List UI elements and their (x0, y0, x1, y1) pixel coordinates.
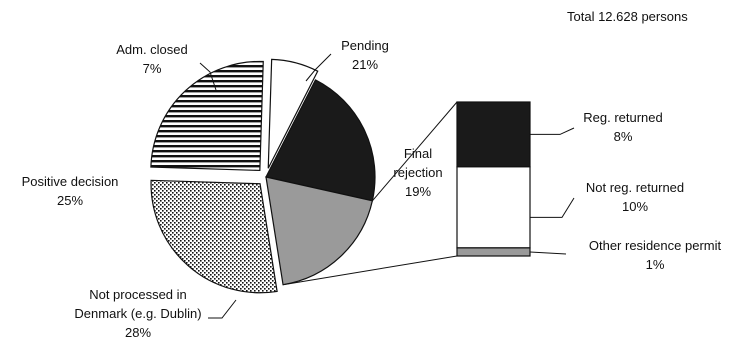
label-not-reg-returned: Not reg. returned 10% (586, 180, 684, 214)
breakdown-bar (456, 101, 531, 257)
leader-other-residence-permit (529, 251, 567, 255)
breakdown-connectors (283, 101, 458, 286)
leader-not-reg-returned (530, 197, 575, 218)
label-final-rejection: Final rejection 19% (393, 146, 442, 199)
leader-not-processed (208, 299, 237, 319)
label-not-processed: Not processed in Denmark (e.g. Dublin) 28% (74, 287, 201, 339)
leader-pending (305, 53, 332, 82)
connector-line-top (372, 101, 458, 202)
label-reg-returned: Reg. returned 8% (583, 110, 663, 144)
label-pending: Pending 21% (341, 38, 389, 72)
leader-reg-returned (530, 127, 575, 135)
pie-slice-not-processed-in-denmark-e-g-dublin (150, 179, 278, 294)
leader-adm-closed (199, 62, 217, 91)
pie-slice-adm-closed (267, 58, 319, 169)
pie-slice-pending (265, 79, 376, 202)
breakdown-segment-reg-returned (456, 101, 531, 168)
chart-labels: Pending 21% Final rejection 19% Not processed… (22, 38, 722, 339)
breakdown-segment-not-reg-returned (456, 166, 531, 249)
label-positive-decision: Positive decision 25% (22, 174, 119, 208)
pie-slice-positive-decision (150, 60, 264, 172)
breakdown-segment-other-residence-permit (456, 247, 531, 257)
label-adm-closed: Adm. closed 7% (116, 42, 188, 76)
label-other-residence-permit: Other residence permit 1% (589, 238, 722, 272)
chart-total-annotation: Total 12.628 persons (567, 9, 688, 24)
connector-line-bottom (283, 255, 458, 286)
pie-slices (150, 58, 376, 294)
